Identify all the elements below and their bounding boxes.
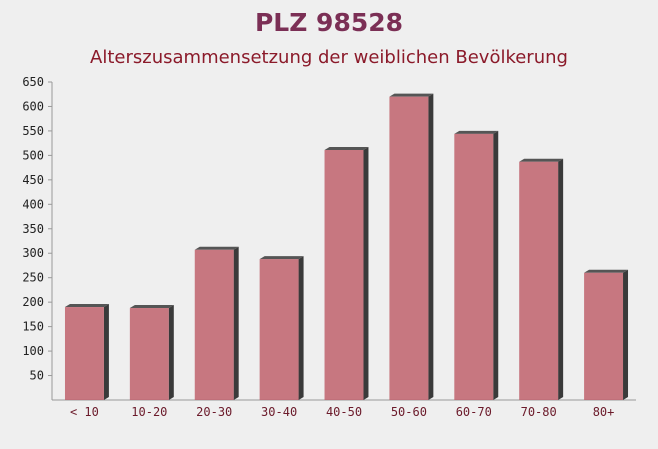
y-tick-label: 50 (30, 369, 44, 383)
y-tick-label: 100 (22, 344, 44, 358)
bar (129, 308, 169, 400)
y-tick-label: 450 (22, 173, 44, 187)
bar-side (103, 304, 109, 400)
x-tick-label: < 10 (70, 405, 99, 419)
y-tick-label: 550 (22, 124, 44, 138)
y-tick-label: 200 (22, 295, 44, 309)
bar-side (168, 305, 174, 400)
bar (519, 161, 559, 400)
x-tick-label: 30-40 (261, 405, 297, 419)
bar-top (324, 147, 369, 151)
x-tick-label: 80+ (593, 405, 615, 419)
bar (324, 150, 364, 400)
y-tick-label: 650 (22, 75, 44, 89)
bar (64, 307, 104, 400)
y-tick-label: 150 (22, 320, 44, 334)
bar (389, 96, 429, 400)
x-tick-label: 20-30 (196, 405, 232, 419)
bar-side (233, 246, 239, 400)
chart-subtitle: Alterszusammensetzung der weiblichen Bev… (90, 47, 568, 68)
y-tick-label: 350 (22, 222, 44, 236)
x-tick-label: 70-80 (521, 405, 557, 419)
bar (194, 249, 234, 400)
x-tick-label: 40-50 (326, 405, 362, 419)
bar-top (64, 304, 109, 308)
bar-top (129, 305, 174, 309)
y-tick-label: 500 (22, 148, 44, 162)
bar-side (558, 158, 564, 400)
chart-title: PLZ 98528 (255, 8, 403, 37)
bar-side (363, 147, 369, 400)
bar (454, 133, 494, 400)
x-tick-label: 10-20 (131, 405, 167, 419)
bar-top (519, 158, 564, 162)
bar-side (493, 130, 499, 400)
bar-side (428, 93, 434, 400)
bar-top (194, 246, 239, 250)
x-tick-label: 60-70 (456, 405, 492, 419)
bar-top (454, 130, 499, 134)
x-tick-label: 50-60 (391, 405, 427, 419)
bar-top (389, 93, 434, 97)
bar-top (584, 269, 629, 273)
bar (259, 259, 299, 400)
y-tick-label: 400 (22, 197, 44, 211)
bar-side (298, 256, 304, 400)
bar-top (259, 256, 304, 260)
bar-side (623, 269, 629, 400)
y-tick-label: 250 (22, 271, 44, 285)
y-tick-label: 600 (22, 99, 44, 113)
y-tick-label: 300 (22, 246, 44, 260)
bar (584, 272, 624, 400)
